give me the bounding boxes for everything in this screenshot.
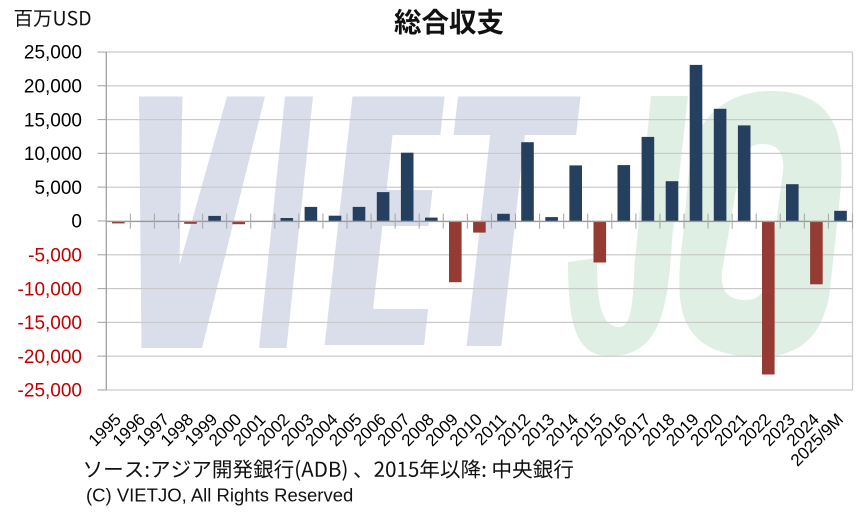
svg-text:-15,000: -15,000 [18,313,82,334]
svg-text:-10,000: -10,000 [18,279,82,300]
svg-text:0: 0 [71,212,82,233]
svg-text:-20,000: -20,000 [18,347,82,368]
svg-text:10,000: 10,000 [24,144,82,165]
svg-text:(C) VIETJO, All Rights Reserve: (C) VIETJO, All Rights Reserved [86,485,353,506]
svg-text:-5,000: -5,000 [28,246,82,267]
svg-text:25,000: 25,000 [24,43,82,64]
svg-text:20,000: 20,000 [24,77,82,98]
svg-text:-25,000: -25,000 [18,381,82,402]
svg-text:15,000: 15,000 [24,110,82,131]
svg-text:5,000: 5,000 [34,178,82,199]
